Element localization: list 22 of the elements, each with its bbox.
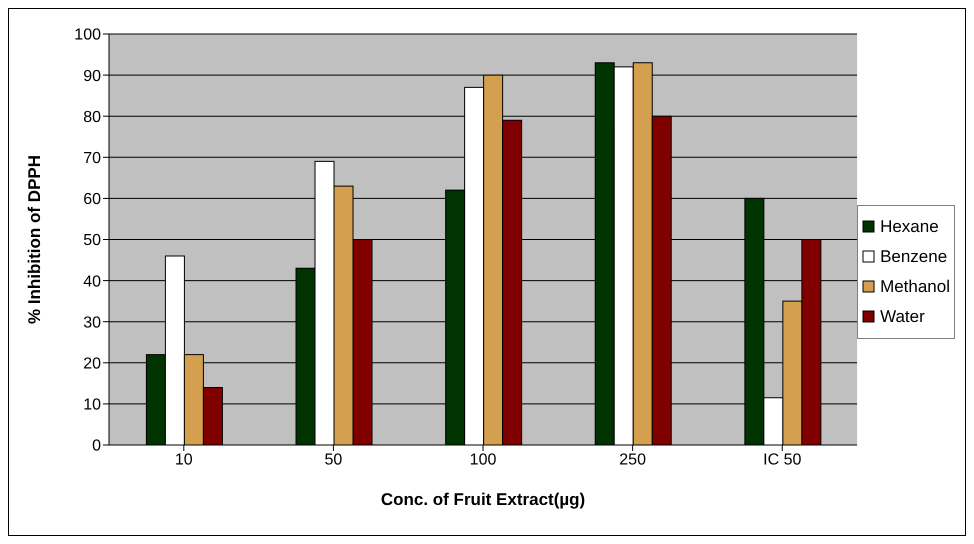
y-tick-label: 20 — [83, 355, 102, 372]
y-tick-label: 40 — [83, 273, 102, 290]
legend-label: Water — [880, 306, 925, 328]
x-tick-label: 10 — [174, 451, 193, 468]
legend-label: Benzene — [880, 246, 948, 268]
y-tick-label: 50 — [83, 232, 102, 250]
x-tick-label: 250 — [619, 451, 646, 468]
y-tick-label: 0 — [92, 438, 102, 455]
y-tick-label: 80 — [83, 108, 102, 126]
x-tick-label: 50 — [324, 451, 342, 468]
x-tick-label: IC 50 — [763, 451, 802, 468]
y-tick-label: 60 — [83, 191, 102, 208]
x-tick-label: 100 — [470, 451, 496, 468]
x-axis-title: Conc. of Fruit Extract(µg) — [380, 490, 586, 509]
y-tick-label: 10 — [83, 396, 102, 414]
y-tick-label: 100 — [74, 26, 102, 44]
legend-label: Methanol — [880, 276, 950, 298]
y-axis-title: % Inhibition of DPPH — [25, 154, 44, 324]
legend-label: Hexane — [880, 216, 939, 238]
y-tick-label: 30 — [83, 314, 102, 332]
y-tick-label: 90 — [83, 68, 102, 85]
y-tick-label: 70 — [83, 150, 102, 167]
